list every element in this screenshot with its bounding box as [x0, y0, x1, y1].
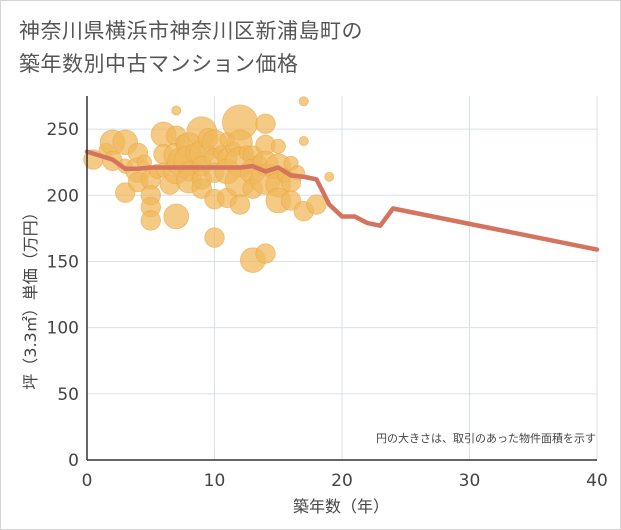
x-axis-title: 築年数（年）: [293, 497, 389, 516]
y-tick-label: 200: [47, 186, 79, 206]
bubble-size-note: 円の大きさは、取引のあった物件面積を示す: [376, 431, 596, 445]
bubble-point: [298, 136, 309, 147]
bubble-point: [171, 105, 182, 116]
bubble-point: [204, 227, 225, 248]
bubble-point: [255, 113, 276, 134]
x-tick-label: 40: [586, 471, 608, 491]
bubble-point: [163, 203, 190, 230]
bubble-point: [324, 171, 335, 182]
bubble-point: [306, 194, 327, 215]
y-tick-label: 150: [47, 252, 79, 272]
average-line-layer: [84, 149, 600, 252]
y-tick-label: 0: [68, 451, 79, 471]
x-tick-label: 10: [204, 471, 226, 491]
chart-title-line-2: 築年数別中古マンション価格: [19, 52, 299, 76]
y-tick-label: 250: [47, 120, 79, 140]
x-tick-label: 20: [331, 471, 353, 491]
bubble-point: [298, 96, 309, 107]
bubble-point: [270, 138, 286, 154]
bubble-point: [140, 210, 161, 231]
average-price-line: [84, 149, 600, 252]
y-axis-title: 坪（3.3㎡）単価（万円）: [21, 204, 40, 389]
bubble-point: [229, 194, 251, 215]
tick-labels: 0 10 20 30 40 0 50 100 150 200 250: [47, 120, 608, 491]
bubble-layer: [83, 96, 335, 273]
y-tick-label: 100: [47, 319, 79, 339]
bubble-point: [255, 243, 276, 264]
x-tick-label: 0: [82, 471, 93, 491]
grid-lines: [87, 96, 598, 460]
chart-title-line-1: 神奈川県横浜市神奈川区新浦島町の: [19, 19, 363, 43]
y-tick-label: 50: [57, 385, 79, 405]
x-tick-label: 30: [459, 471, 481, 491]
chart-title: 神奈川県横浜市神奈川区新浦島町の 築年数別中古マンション価格: [19, 15, 363, 81]
axes: [86, 96, 597, 461]
